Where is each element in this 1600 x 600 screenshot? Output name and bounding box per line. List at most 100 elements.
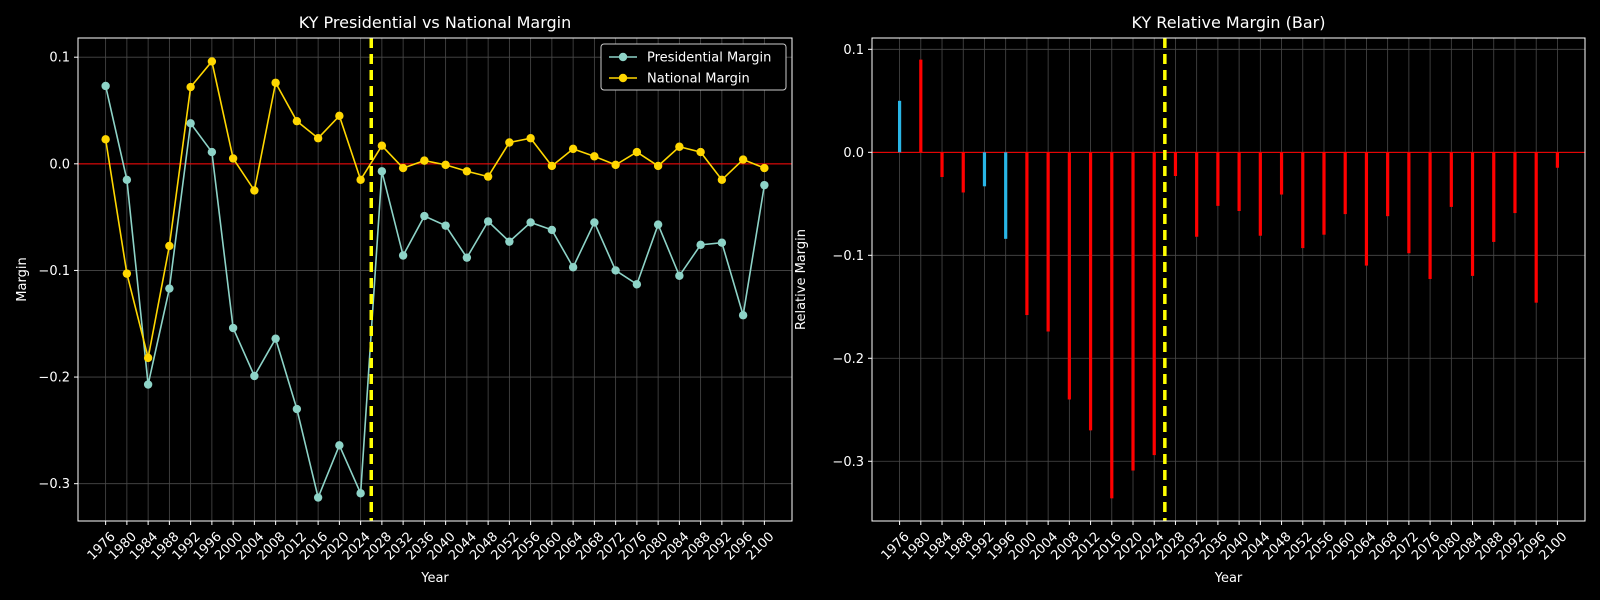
data-point bbox=[441, 160, 450, 170]
bar bbox=[1555, 152, 1560, 168]
y-tick-label: 0.0 bbox=[843, 146, 864, 161]
bar bbox=[1407, 152, 1411, 254]
data-point bbox=[313, 493, 323, 502]
bar bbox=[1025, 152, 1029, 316]
bar bbox=[1067, 152, 1071, 400]
data-point bbox=[335, 441, 344, 450]
data-point bbox=[271, 78, 280, 87]
data-point bbox=[738, 311, 748, 320]
bar bbox=[1152, 152, 1156, 456]
data-point bbox=[441, 221, 450, 230]
grid bbox=[872, 38, 1585, 521]
series-2 bbox=[101, 57, 769, 363]
y-tick-label: 0.0 bbox=[49, 157, 70, 172]
y-axis-label: Relative Margin bbox=[794, 229, 809, 330]
bar bbox=[1386, 152, 1390, 217]
y-axis-label: Margin bbox=[15, 257, 30, 301]
data-point bbox=[165, 241, 174, 251]
data-point bbox=[611, 160, 620, 170]
data-point bbox=[356, 489, 365, 498]
data-point bbox=[207, 147, 217, 157]
data-point bbox=[483, 172, 493, 181]
bar bbox=[1513, 152, 1517, 214]
chart-2: 0.10.0−0.1−0.2−0.31976198019841988199219… bbox=[794, 13, 1586, 586]
bar bbox=[1004, 152, 1008, 239]
data-point bbox=[547, 225, 557, 235]
bar bbox=[961, 152, 965, 193]
bar bbox=[1428, 152, 1432, 279]
data-point bbox=[462, 167, 472, 176]
data-point bbox=[760, 163, 769, 173]
data-point bbox=[186, 119, 195, 128]
bar bbox=[897, 100, 902, 153]
series-1 bbox=[101, 81, 769, 502]
data-point bbox=[717, 175, 727, 185]
data-point bbox=[356, 175, 365, 185]
data-point bbox=[611, 266, 620, 275]
bar bbox=[940, 152, 944, 178]
bar bbox=[1470, 152, 1475, 276]
data-point bbox=[207, 57, 217, 66]
data-point bbox=[250, 371, 259, 381]
data-point bbox=[696, 147, 705, 157]
data-point bbox=[483, 217, 493, 226]
data-point bbox=[653, 161, 663, 171]
data-point bbox=[228, 154, 238, 163]
bar bbox=[1258, 152, 1262, 236]
legend-swatch-marker bbox=[618, 73, 628, 83]
data-point bbox=[420, 156, 429, 165]
data-point bbox=[377, 167, 387, 176]
bars bbox=[897, 59, 1560, 499]
data-point bbox=[738, 155, 748, 164]
y-tick-label: −0.2 bbox=[832, 352, 864, 367]
data-point bbox=[377, 141, 387, 150]
data-point bbox=[292, 116, 302, 126]
data-point bbox=[165, 284, 174, 293]
bar bbox=[1195, 152, 1199, 237]
data-point bbox=[526, 134, 535, 143]
data-point bbox=[335, 111, 344, 121]
bar bbox=[1534, 152, 1538, 303]
legend-label: National Margin bbox=[647, 72, 750, 87]
data-point bbox=[632, 147, 642, 157]
series-line bbox=[104, 59, 765, 359]
bar bbox=[1088, 152, 1093, 431]
data-point bbox=[292, 404, 302, 414]
data-point bbox=[675, 271, 684, 280]
bar bbox=[919, 59, 923, 153]
data-point bbox=[143, 353, 153, 363]
data-point bbox=[271, 334, 280, 343]
y-tick-label: −0.3 bbox=[38, 477, 70, 492]
grid bbox=[78, 38, 792, 521]
chart-title: KY Presidential vs National Margin bbox=[299, 13, 572, 32]
bar bbox=[982, 152, 987, 187]
data-point bbox=[590, 218, 599, 227]
axes-frame bbox=[77, 37, 793, 522]
bar bbox=[1492, 152, 1496, 242]
series-line bbox=[104, 85, 766, 501]
data-point bbox=[186, 82, 195, 92]
bar bbox=[1173, 152, 1178, 176]
data-point bbox=[590, 152, 599, 161]
data-point bbox=[122, 175, 132, 185]
bar bbox=[1131, 152, 1135, 471]
x-axis-label: Year bbox=[420, 571, 449, 586]
bar bbox=[1237, 152, 1241, 212]
y-tick-label: −0.1 bbox=[832, 249, 864, 264]
bar bbox=[1449, 152, 1453, 207]
data-point bbox=[398, 163, 408, 173]
legend-label: Presidential Margin bbox=[647, 51, 771, 66]
data-point bbox=[143, 380, 153, 389]
y-tick-label: −0.3 bbox=[832, 455, 864, 470]
data-point bbox=[462, 253, 472, 262]
chart-1: 0.10.0−0.1−0.2−0.31976198019841988199219… bbox=[15, 13, 793, 586]
data-point bbox=[526, 218, 535, 227]
y-tick-label: −0.2 bbox=[38, 371, 70, 386]
y-tick-label: 0.1 bbox=[49, 51, 70, 66]
data-point bbox=[632, 280, 642, 289]
x-axis-label: Year bbox=[1214, 571, 1243, 586]
data-point bbox=[547, 161, 557, 171]
y-tick-label: 0.1 bbox=[843, 43, 864, 58]
data-point bbox=[313, 134, 323, 143]
